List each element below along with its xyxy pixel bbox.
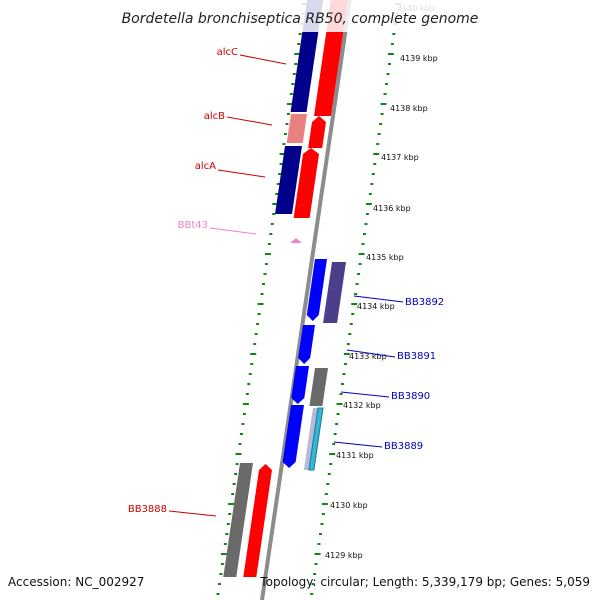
alcA-gene bbox=[275, 146, 302, 214]
gene-label-BB3890[interactable]: BB3890 bbox=[391, 391, 430, 402]
gene-features bbox=[223, 0, 348, 577]
scale-label: 4139 kbp bbox=[400, 54, 438, 63]
scale-label: 4136 kbp bbox=[373, 204, 411, 213]
BB3892-gene bbox=[306, 259, 327, 321]
gene-label-BB3888[interactable]: BB3888 bbox=[128, 504, 167, 515]
gene-leader-line bbox=[333, 441, 383, 448]
genome-summary-text: Topology: circular; Length: 5,339,179 bp… bbox=[259, 575, 590, 589]
alcA-forward-gene bbox=[293, 148, 319, 218]
gene-leader-line bbox=[217, 169, 266, 178]
BB3890-partner-gene bbox=[309, 368, 328, 406]
scale-label: 4137 kbp bbox=[381, 153, 419, 162]
BB3890-gene bbox=[291, 366, 309, 404]
map-title: Bordetella bronchiseptica RB50, complete… bbox=[122, 11, 479, 27]
BB3891-gene bbox=[298, 325, 315, 364]
gene-leader-line bbox=[226, 116, 273, 126]
scale-label: 4129 kbp bbox=[325, 551, 363, 560]
outer-tick-track bbox=[310, 3, 402, 595]
title-backdrop bbox=[0, 0, 600, 32]
scale-label: 4130 kbp bbox=[330, 501, 368, 510]
gene-label-alcA[interactable]: alcA bbox=[195, 161, 216, 172]
gene-labels: alcC alcB alcA BBt43 BB3892 BB3891 BB3890 BB388… bbox=[128, 47, 444, 517]
scale-label: 4138 kbp bbox=[390, 104, 428, 113]
BB3892-partner-gene bbox=[323, 262, 346, 323]
gene-label-alcC[interactable]: alcC bbox=[217, 47, 238, 58]
gene-leader-line bbox=[353, 295, 404, 303]
gene-leader-line bbox=[346, 349, 396, 358]
gene-leader-line bbox=[340, 391, 390, 398]
scale-label: 4133 kbp bbox=[349, 352, 387, 361]
scale-label: 4134 kbp bbox=[357, 302, 395, 311]
BBt43-gene bbox=[290, 238, 302, 243]
scale-label: 4132 kbp bbox=[343, 401, 381, 410]
gene-label-BB3891[interactable]: BB3891 bbox=[397, 351, 436, 362]
genome-backbone bbox=[260, 0, 352, 600]
BB3888-forward-gene bbox=[243, 464, 272, 577]
gene-leader-line bbox=[239, 54, 287, 65]
scale-label: 4131 kbp bbox=[336, 451, 374, 460]
gene-label-alcB[interactable]: alcB bbox=[204, 111, 225, 122]
BB3889-gene bbox=[282, 405, 304, 468]
alcB-gene bbox=[286, 114, 307, 143]
BB3888-gene bbox=[223, 463, 253, 577]
alcB-forward-gene bbox=[308, 116, 326, 148]
gene-label-BB3889[interactable]: BB3889 bbox=[384, 441, 423, 452]
gene-leader-line bbox=[168, 510, 217, 517]
BB3889-cyan-gene bbox=[308, 407, 324, 471]
gene-label-BBt43[interactable]: BBt43 bbox=[178, 220, 208, 231]
gene-label-BB3892[interactable]: BB3892 bbox=[405, 297, 444, 308]
gene-leader-line bbox=[209, 227, 257, 235]
scale-label: 4135 kbp bbox=[366, 253, 404, 262]
accession-text: Accession: NC_002927 bbox=[8, 575, 144, 589]
